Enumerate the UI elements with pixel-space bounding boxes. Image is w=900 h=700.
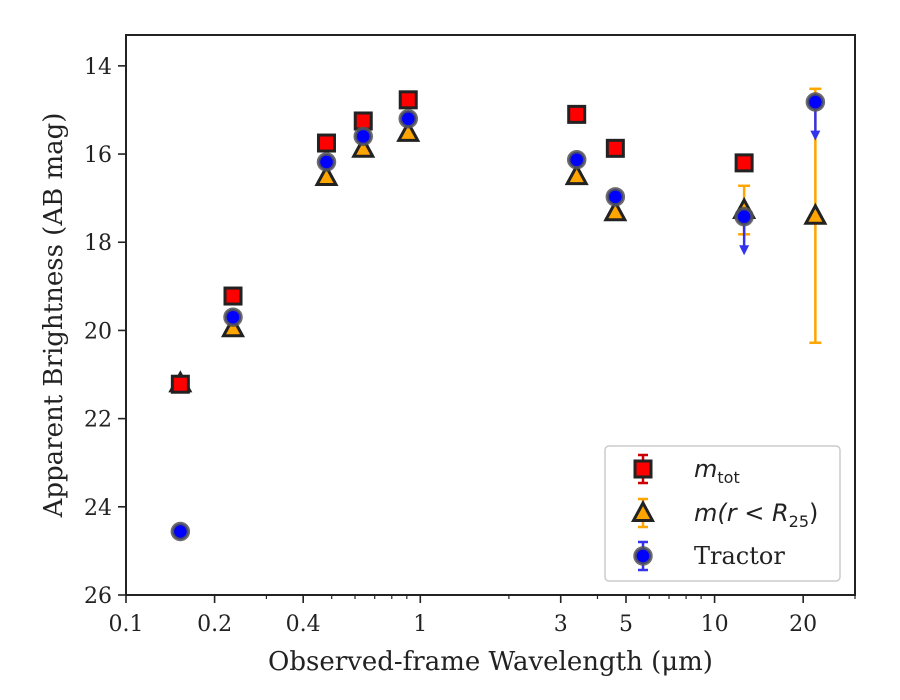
x-axis-label: Observed-frame Wavelength (μm) — [268, 647, 713, 677]
axes: 0.1 0.2 0.4 1 3 5 10 20 14 16 18 20 22 24 26 — [84, 55, 856, 637]
y-tick-label: 26 — [84, 584, 112, 609]
x-tick-label: 0.4 — [286, 612, 321, 637]
legend-marker-triangle — [630, 499, 656, 522]
upper-limit-arrow-head — [810, 130, 821, 141]
data-point-square — [223, 286, 243, 306]
data-point-triangle — [396, 119, 421, 142]
legend-label: Tractor — [694, 542, 785, 570]
y-tick-label: 20 — [84, 319, 112, 344]
series-circle — [170, 92, 826, 542]
y-tick-label: 22 — [84, 408, 112, 433]
x-tick-label: 3 — [554, 612, 568, 637]
data-point-triangle — [803, 202, 828, 225]
y-tick-label: 24 — [84, 496, 112, 521]
data-point-triangle — [351, 135, 376, 158]
data-point-square — [353, 111, 373, 131]
plot-frame — [125, 34, 856, 596]
data-point-square — [605, 138, 625, 158]
data-point-triangle — [564, 162, 589, 186]
data-point-circle — [734, 206, 754, 227]
data-point-square — [170, 374, 190, 394]
data-point-circle — [353, 126, 374, 147]
data-point-triangle — [220, 315, 246, 338]
data-point-circle — [170, 521, 191, 542]
data-point-circle — [223, 307, 243, 327]
legend-marker-circle — [633, 546, 653, 566]
x-tick-label: 5 — [619, 612, 633, 637]
data-point-circle — [398, 109, 418, 129]
y-axis-label: Apparent Brightness (AB mag) — [39, 113, 69, 519]
data-point-circle — [566, 150, 587, 170]
legend-label: mtot — [694, 455, 740, 487]
data-point-circle — [316, 152, 337, 172]
data-point-circle — [605, 187, 626, 207]
legend: mtot m(r < R25) Tractor — [604, 445, 841, 582]
data-point-circle — [805, 92, 826, 112]
data-point-square — [734, 153, 754, 173]
upper-limit-arrow-head — [739, 245, 750, 256]
y-tick-label: 16 — [84, 143, 112, 168]
data-point-triangle — [314, 163, 339, 186]
data-point-square — [398, 90, 418, 110]
y-tick-label: 18 — [84, 231, 112, 256]
legend-box — [604, 445, 841, 582]
legend-label: m(r < R25) — [694, 499, 818, 531]
x-tick-label: 20 — [789, 612, 817, 637]
legend-entry: Tractor — [633, 540, 785, 572]
data-marks — [168, 87, 828, 542]
data-point-square — [567, 104, 587, 124]
data-point-triangle — [603, 199, 628, 222]
x-tick-label: 0.1 — [109, 612, 144, 637]
x-tick-label: 10 — [701, 612, 729, 637]
legend-marker-square — [633, 459, 653, 479]
legend-entry: mtot — [633, 453, 740, 487]
x-tick-label: 0.2 — [197, 612, 232, 637]
x-tick-label: 1 — [413, 612, 427, 637]
legend-entry: m(r < R25) — [630, 497, 818, 531]
data-point-square — [316, 133, 336, 153]
y-tick-label: 14 — [84, 55, 112, 80]
